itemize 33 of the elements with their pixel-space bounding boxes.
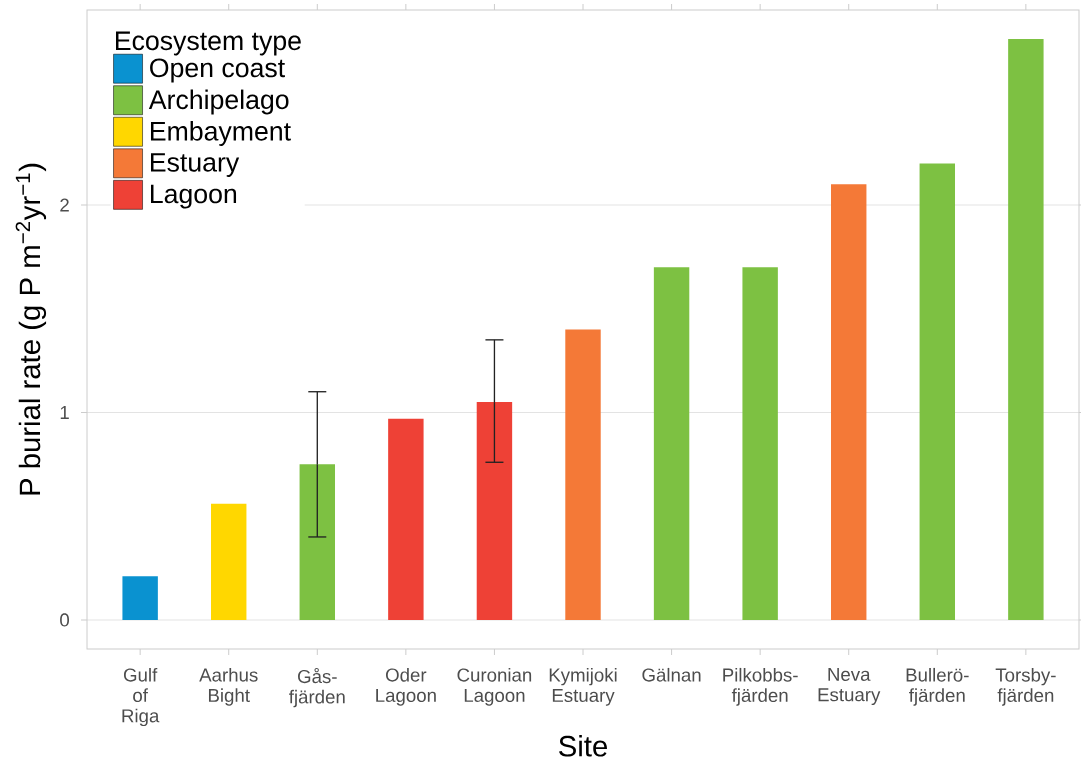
x-tick-label: Pilkobbs-fjärden bbox=[723, 667, 798, 706]
legend-label: Archipelago bbox=[148, 89, 289, 115]
x-axis-title: Site bbox=[559, 735, 607, 757]
y-tick-label: 1 bbox=[60, 406, 69, 419]
x-tick-label: Bullerö-fjärden bbox=[906, 667, 969, 706]
bar bbox=[299, 464, 336, 620]
legend-label: Lagoon bbox=[151, 184, 237, 209]
legend-title: Ecosystem type bbox=[116, 31, 301, 56]
x-tick-label: Torsby-fjärden bbox=[995, 667, 1056, 706]
bar bbox=[388, 418, 424, 620]
legend-label: Open coast bbox=[150, 58, 285, 83]
y-tick-label: 2 bbox=[60, 198, 69, 212]
x-tick-label: Gälnan bbox=[642, 667, 701, 682]
bar bbox=[211, 503, 247, 620]
x-tick-label: Curonian Lagoon bbox=[457, 667, 532, 706]
x-tick-label: Kymijoki Estuary bbox=[549, 667, 617, 706]
bar bbox=[476, 402, 513, 620]
bar bbox=[565, 329, 601, 620]
x-tick-label: Gås-fjärden bbox=[289, 667, 345, 708]
bar bbox=[1008, 39, 1044, 620]
bar bbox=[742, 267, 778, 620]
bar bbox=[919, 163, 956, 620]
bar bbox=[653, 267, 690, 620]
x-tick-label: Gulf of Riga bbox=[122, 667, 160, 727]
bar bbox=[831, 184, 867, 620]
x-tick-label: Oder Lagoon bbox=[376, 667, 436, 706]
bar bbox=[122, 576, 158, 620]
y-axis-title: P burial rate (g P m$^{−2}$yr$^{−1}$) bbox=[15, 163, 47, 495]
legend-label: Embayment bbox=[151, 121, 291, 146]
legend-label: Estuary bbox=[151, 153, 240, 178]
y-tick-label: 0 bbox=[60, 613, 70, 627]
x-tick-label: Neva Estuary bbox=[818, 667, 881, 706]
x-tick-label: Aarhus Bight bbox=[199, 667, 258, 706]
